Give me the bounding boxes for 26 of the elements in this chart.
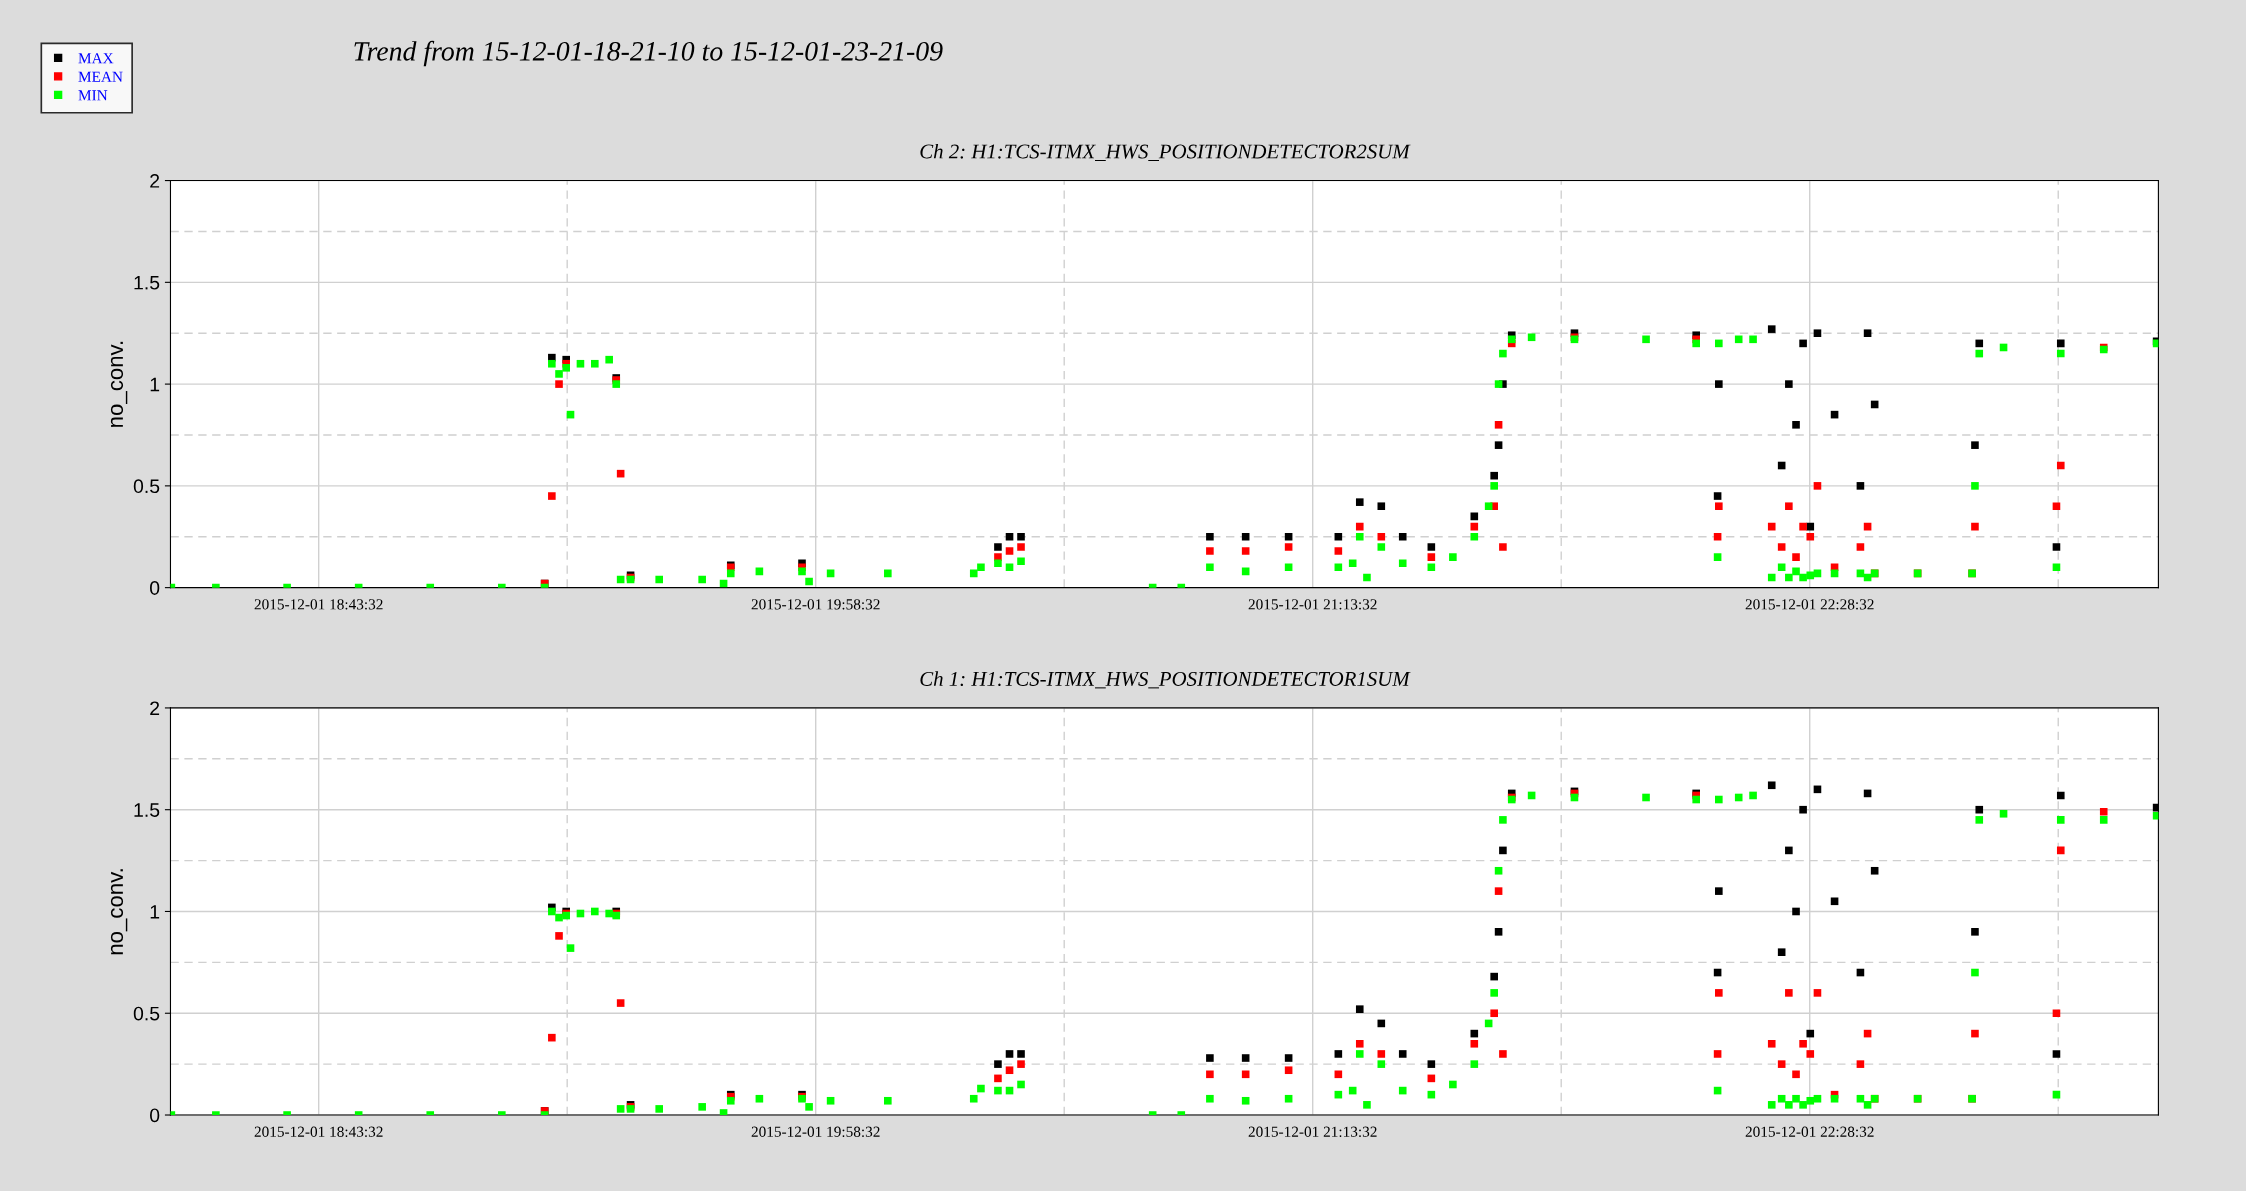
chart-title: Ch 2: H1:TCS-ITMX_HWS_POSITIONDETECTOR2SUM <box>920 143 1411 162</box>
legend-label: MIN <box>78 90 108 101</box>
x-tick-label: 2015-12-01 22:28:32 <box>1745 599 1874 610</box>
y-tick-label: 1.5 <box>134 803 160 817</box>
y-tick-label: 1 <box>150 377 160 392</box>
legend-label: MEAN <box>78 71 123 82</box>
y-tick-label: 1.5 <box>134 275 160 290</box>
x-tick-label: 2015-12-01 22:28:32 <box>1745 1126 1874 1137</box>
x-tick-label: 2015-12-01 21:13:32 <box>1248 1126 1377 1137</box>
y-tick-label: 2 <box>150 174 160 188</box>
legend-label: MAX <box>78 53 114 64</box>
y-tick-label: 0.5 <box>133 479 160 494</box>
x-tick-label: 2015-12-01 18:43:32 <box>254 599 383 610</box>
x-tick-label: 2015-12-01 19:58:32 <box>751 1126 880 1137</box>
x-tick-label: 2015-12-01 19:58:32 <box>751 599 880 610</box>
x-tick-label: 2015-12-01 18:43:32 <box>254 1126 383 1137</box>
y-tick-label: 0 <box>150 1108 160 1123</box>
y-tick-label: 0.5 <box>133 1006 160 1021</box>
y-axis-title: no_conv. <box>110 341 128 427</box>
y-axis-title: no_conv. <box>110 869 128 955</box>
chart-title: Ch 1: H1:TCS-ITMX_HWS_POSITIONDETECTOR1SUM <box>920 671 1411 689</box>
y-tick-label: 0 <box>150 581 160 595</box>
x-tick-label: 2015-12-01 21:13:32 <box>1248 599 1377 610</box>
y-tick-label: 1 <box>150 905 160 919</box>
y-tick-label: 2 <box>150 701 160 715</box>
text: Trend from 15-12-01-18-21-10 to 15-12-01-23-21-09 <box>354 40 943 67</box>
